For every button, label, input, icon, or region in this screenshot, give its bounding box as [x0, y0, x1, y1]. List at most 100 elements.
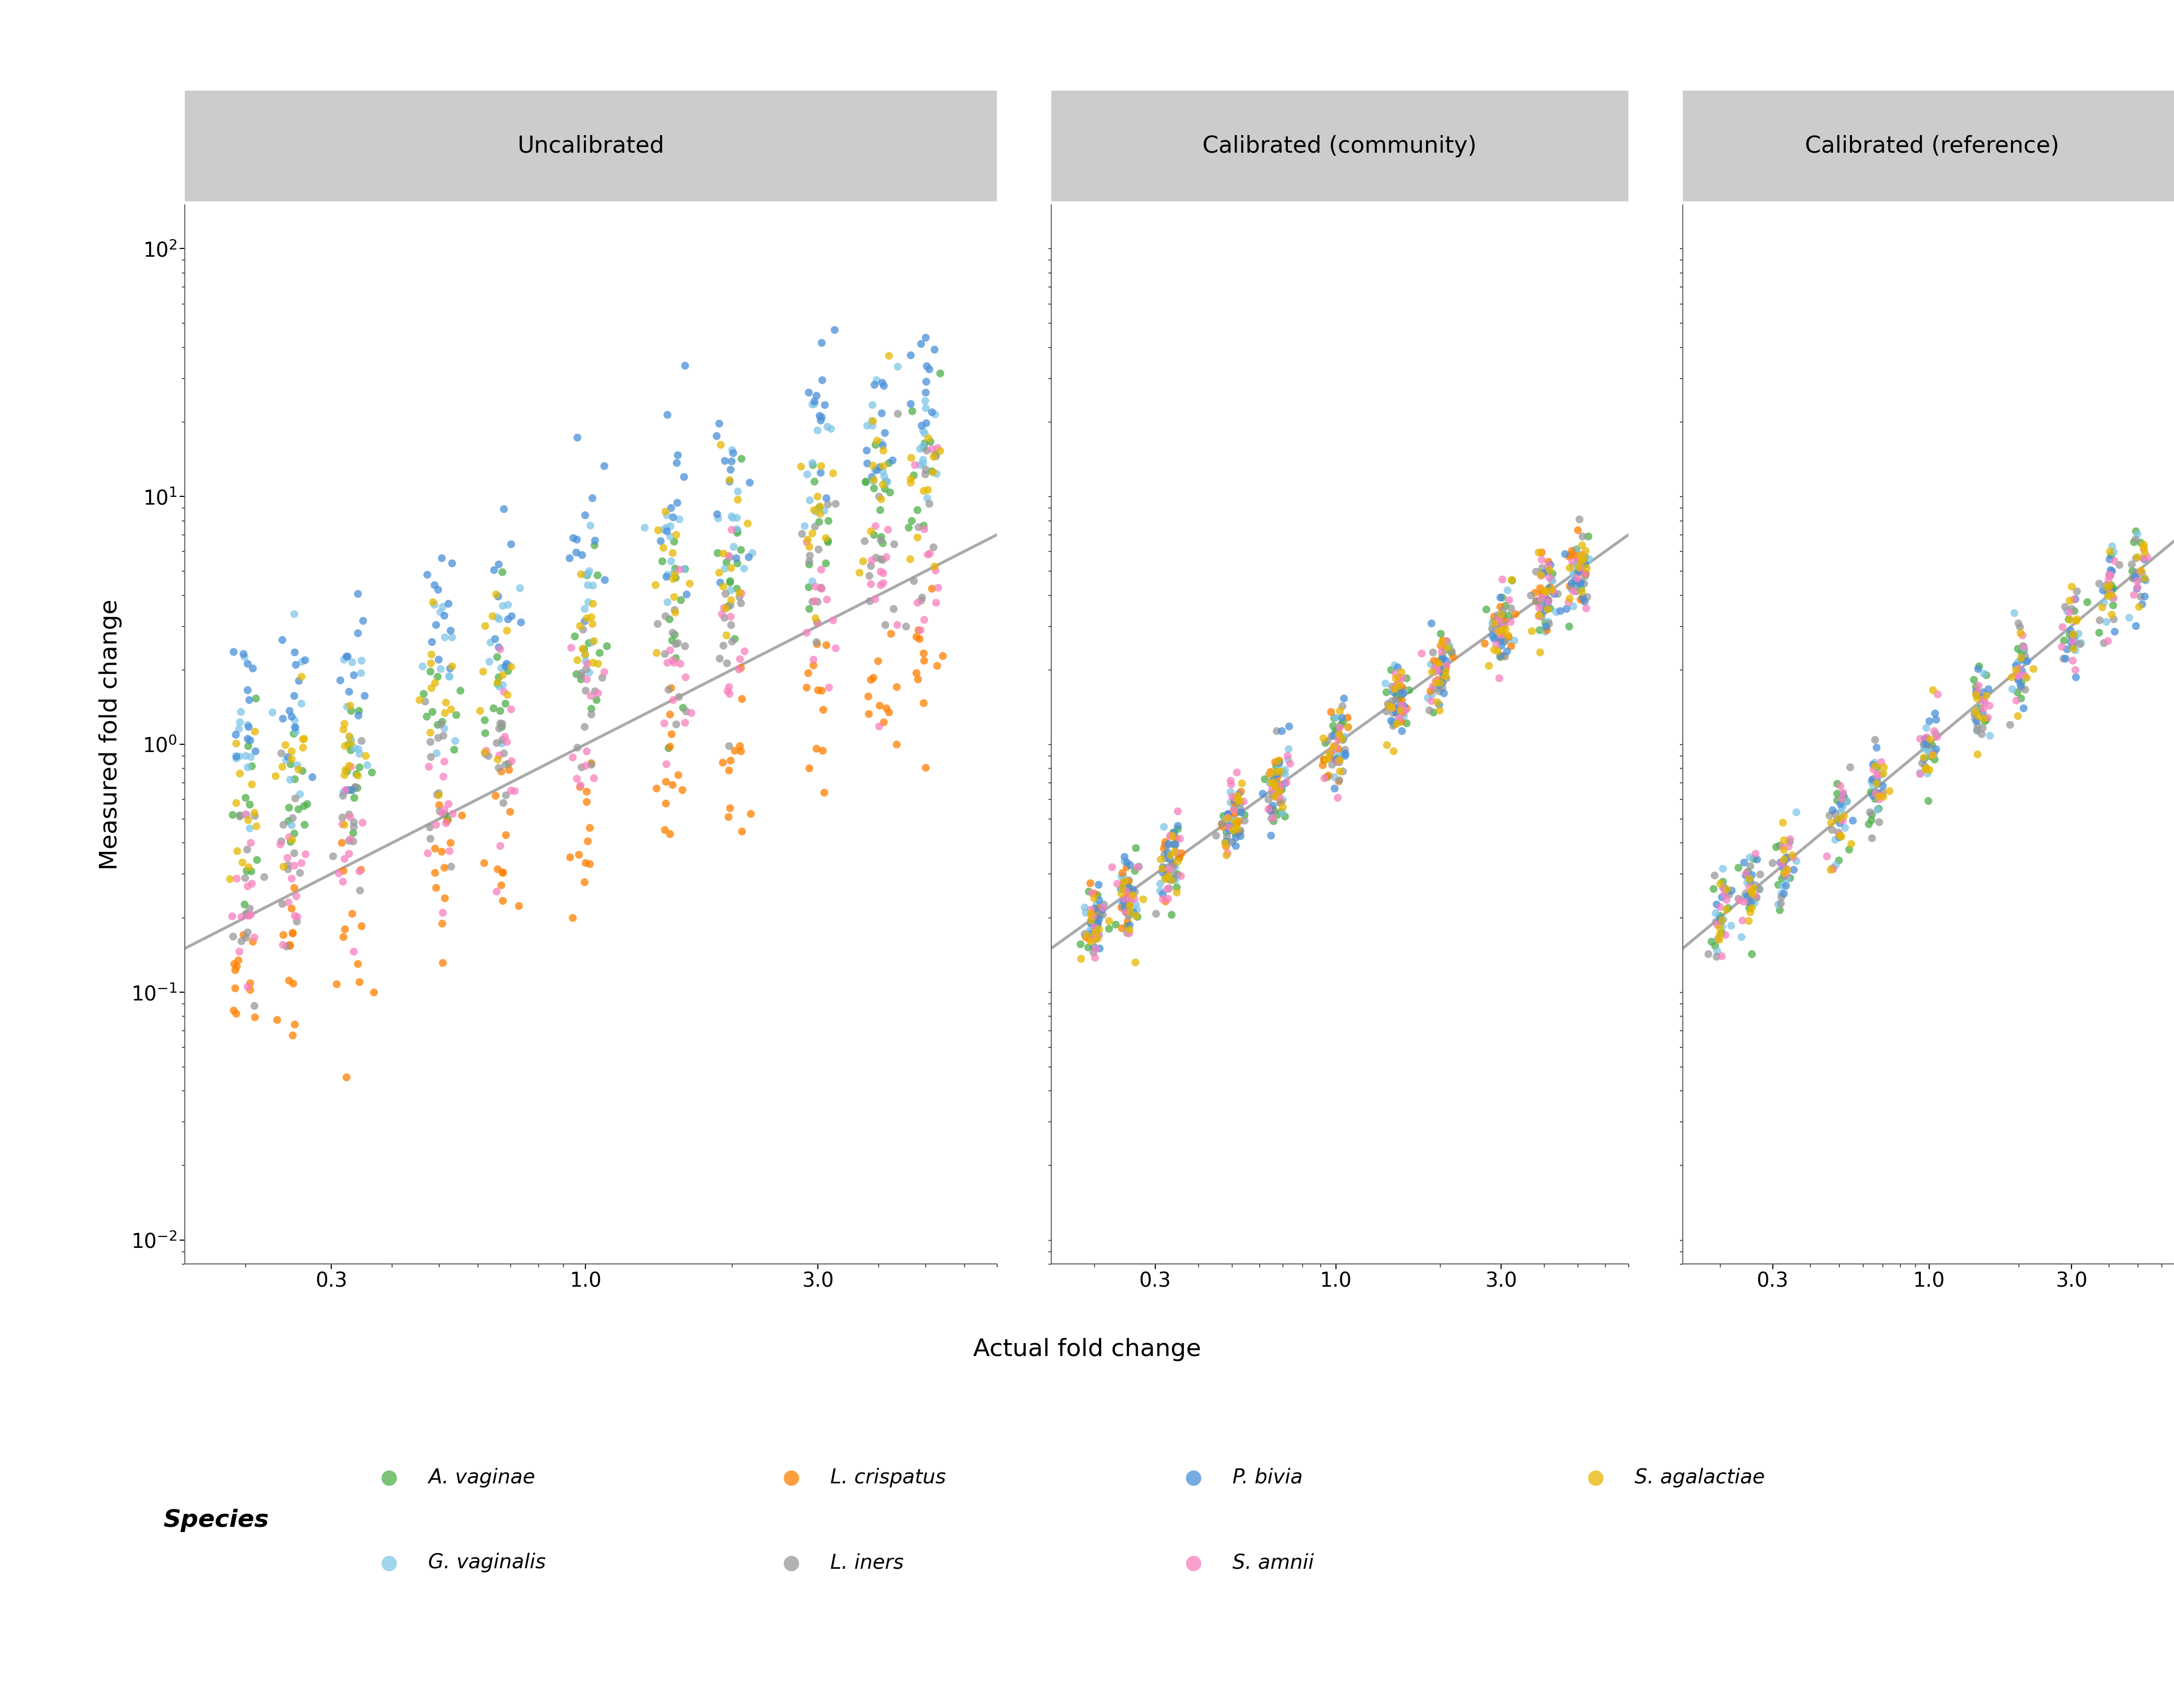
- Point: [2124, 529, 2159, 557]
- Point: [724, 444, 759, 471]
- Point: [2089, 581, 2124, 608]
- Point: [657, 528, 691, 555]
- Point: [574, 603, 609, 630]
- Point: [1524, 603, 1559, 630]
- Point: [1563, 576, 1598, 603]
- Point: [894, 545, 928, 572]
- Point: [872, 478, 907, 506]
- Point: [1817, 827, 1852, 854]
- Point: [265, 811, 300, 839]
- Point: [713, 466, 748, 494]
- Point: [800, 535, 835, 562]
- Point: [1078, 895, 1113, 922]
- Point: [487, 652, 522, 680]
- Point: [1967, 688, 2002, 716]
- Point: [1109, 919, 1144, 946]
- Point: [1161, 844, 1196, 871]
- Point: [1072, 869, 1107, 897]
- Point: [1554, 572, 1589, 600]
- Point: [1702, 905, 1737, 933]
- Point: [1083, 893, 1117, 921]
- Point: [1722, 854, 1757, 881]
- Point: [1307, 746, 1341, 774]
- Point: [2059, 637, 2094, 664]
- Point: [867, 466, 902, 494]
- Point: [580, 651, 615, 678]
- Point: [1528, 586, 1563, 613]
- Point: [1213, 767, 1248, 794]
- Point: [276, 902, 311, 929]
- Point: [920, 434, 954, 461]
- Point: [263, 828, 298, 856]
- Point: [335, 827, 370, 854]
- Point: [900, 589, 935, 617]
- Point: [1322, 721, 1357, 748]
- Point: [1107, 868, 1141, 895]
- Point: [502, 574, 537, 601]
- Point: [1111, 892, 1146, 919]
- Point: [233, 895, 267, 922]
- Point: [1261, 782, 1296, 810]
- Point: [1702, 869, 1737, 897]
- Point: [1317, 733, 1352, 760]
- Point: [563, 772, 598, 799]
- Point: [1428, 658, 1463, 685]
- Point: [715, 533, 750, 560]
- Point: [2096, 584, 2131, 611]
- Point: [859, 430, 894, 458]
- Point: [263, 830, 298, 857]
- Point: [1157, 851, 1191, 878]
- Point: [644, 548, 678, 576]
- Point: [707, 540, 741, 567]
- Point: [1917, 717, 1952, 745]
- Point: [480, 642, 515, 670]
- Point: [1530, 588, 1565, 615]
- Point: [1154, 866, 1189, 893]
- Point: [1731, 907, 1765, 934]
- Point: [1965, 685, 2000, 712]
- Point: [650, 560, 685, 588]
- Point: [1959, 707, 1994, 734]
- Point: [1557, 536, 1591, 564]
- Point: [2083, 618, 2117, 646]
- Point: [2126, 533, 2161, 560]
- Point: [1252, 760, 1287, 787]
- Point: [1822, 822, 1857, 849]
- Point: [443, 801, 478, 828]
- Point: [1915, 731, 1950, 758]
- Point: [339, 774, 374, 801]
- Point: [480, 606, 515, 634]
- Point: [867, 463, 902, 490]
- Point: [898, 451, 933, 478]
- Point: [1217, 784, 1252, 811]
- Point: [1420, 658, 1454, 685]
- Point: [1854, 825, 1889, 852]
- Point: [1094, 854, 1128, 881]
- Point: [2009, 664, 2044, 692]
- Point: [230, 972, 265, 999]
- Point: [1826, 784, 1861, 811]
- Point: [863, 559, 898, 586]
- Point: [439, 700, 474, 728]
- Point: [1109, 912, 1144, 939]
- Point: [1778, 847, 1813, 874]
- Point: [1820, 806, 1854, 834]
- Point: [796, 519, 830, 547]
- Point: [413, 743, 448, 770]
- Point: [1861, 781, 1896, 808]
- Point: [489, 617, 524, 644]
- Point: [411, 839, 446, 866]
- Point: [1539, 598, 1574, 625]
- Point: [272, 765, 307, 793]
- Point: [1430, 634, 1465, 661]
- Point: [230, 753, 265, 781]
- Point: [1322, 746, 1357, 774]
- Point: [789, 528, 824, 555]
- Point: [1204, 813, 1239, 840]
- Point: [1252, 769, 1287, 796]
- Point: [733, 468, 767, 495]
- Point: [478, 729, 513, 757]
- Point: [1080, 871, 1115, 898]
- Point: [559, 734, 594, 762]
- Point: [1383, 697, 1417, 724]
